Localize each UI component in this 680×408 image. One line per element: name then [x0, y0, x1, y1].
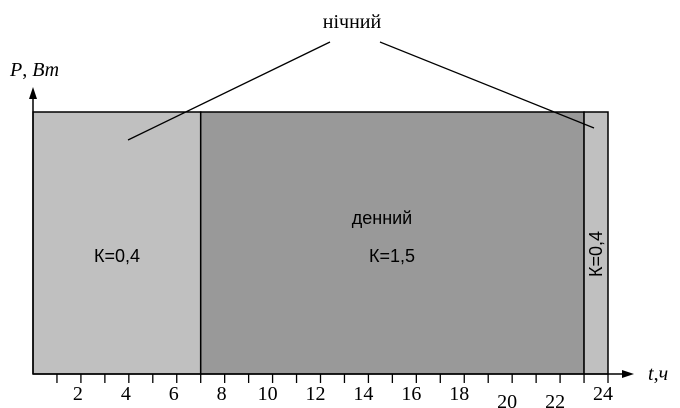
y-axis-arrow [29, 87, 37, 99]
x-tick-label-14: 14 [353, 383, 373, 405]
y-axis-label-separator: , [22, 59, 32, 81]
x-tick-label-22: 22 [545, 391, 565, 408]
night-evening-k-label: К=0,4 [586, 231, 606, 277]
x-axis-label-symbol: t [648, 363, 654, 385]
x-axis-label-unit: ч [659, 363, 669, 385]
x-axis-ticks [56, 374, 609, 383]
x-tick-label-18: 18 [449, 383, 469, 405]
x-axis-arrow [622, 370, 634, 378]
x-axis-tick-labels: 2 4 6 8 10 12 14 16 18 20 22 24 [73, 383, 613, 408]
x-tick-label-12: 12 [306, 383, 326, 405]
y-axis-label-symbol: P [9, 59, 22, 81]
x-tick-label-16: 16 [401, 383, 421, 405]
x-axis-label-separator: , [654, 363, 659, 385]
night-annotation-label: нічний [323, 11, 382, 33]
night-zone-morning [32, 111, 202, 375]
x-tick-label-24: 24 [593, 383, 613, 405]
day-zone [199, 111, 585, 375]
x-tick-label-4: 4 [121, 383, 131, 405]
day-zone-name: денний [352, 208, 413, 228]
x-tick-label-6: 6 [169, 383, 179, 405]
night-morning-k-label: К=0,4 [94, 246, 140, 266]
y-axis-label: P, Вт [9, 59, 59, 81]
y-axis-label-unit: Вт [32, 59, 59, 81]
night-leader-line-right [379, 41, 595, 129]
x-tick-label-8: 8 [217, 383, 227, 405]
x-tick-label-10: 10 [258, 383, 278, 405]
night-leader-line-left [127, 41, 331, 141]
day-zone-k-label: К=1,5 [369, 246, 415, 266]
x-tick-label-2: 2 [73, 383, 83, 405]
x-axis-label: t,ч [648, 363, 668, 385]
x-tick-label-20: 20 [497, 391, 517, 408]
